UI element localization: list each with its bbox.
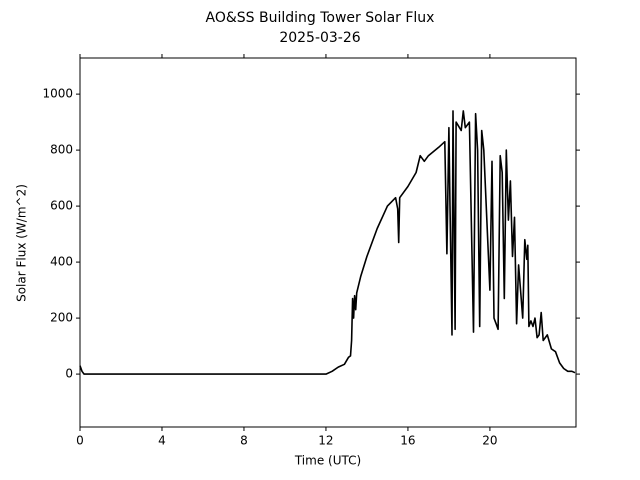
chart-title: AO&SS Building Tower Solar Flux — [206, 10, 435, 26]
y-tick-label: 1000 — [42, 87, 73, 101]
y-tick-label: 200 — [50, 311, 73, 325]
y-tick-label: 800 — [50, 143, 73, 157]
plot-frame — [79, 57, 577, 428]
y-tick-label: 600 — [50, 199, 73, 213]
y-tick-label: 0 — [65, 367, 73, 381]
x-axis-label: Time (UTC) — [294, 454, 361, 468]
x-tick-label: 0 — [76, 434, 84, 448]
data-line — [79, 110, 576, 375]
chart-subtitle: 2025-03-26 — [279, 30, 360, 46]
x-tick-label: 8 — [240, 434, 248, 448]
x-tick-label: 12 — [318, 434, 333, 448]
x-tick-label: 4 — [158, 434, 166, 448]
x-tick-label: 20 — [482, 434, 497, 448]
y-tick-label: 400 — [50, 255, 73, 269]
x-tick-label: 16 — [400, 434, 415, 448]
y-axis-label: Solar Flux (W/m^2) — [15, 184, 29, 302]
